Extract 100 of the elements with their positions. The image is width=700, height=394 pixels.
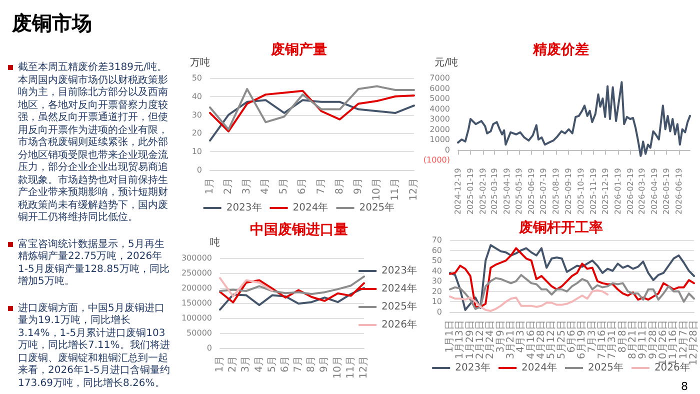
- x-tick-label: 5月12日: [546, 320, 558, 360]
- y-tick-label: 0: [444, 145, 450, 154]
- line-series: [219, 276, 365, 295]
- x-tick-label: 2026-04-19: [650, 168, 659, 214]
- y-tick-label: 7000: [430, 74, 450, 82]
- y-tick-label: 300000: [181, 254, 212, 262]
- x-tick-label: 5月: [266, 356, 278, 372]
- y-axis-title: 万吨: [190, 56, 210, 68]
- x-tick-label: 5月25日: [556, 320, 568, 360]
- x-tick-label: 9月11日: [638, 320, 649, 360]
- y-tick-label: 100000: [181, 314, 212, 322]
- legend-label: 2024年: [292, 202, 328, 214]
- x-tick-label: 11月: [345, 356, 356, 379]
- x-tick-label: 2025-11-19: [588, 168, 598, 214]
- x-tick-label: 12月: [358, 356, 370, 379]
- y-tick-label: 30: [432, 276, 442, 286]
- y-tick-label: 200000: [181, 284, 212, 292]
- chart-title: 中国废铜进口量: [250, 221, 348, 238]
- y-tick-label: 50: [192, 74, 202, 82]
- x-tick-label: 7月16日: [597, 320, 608, 360]
- x-tick-label: 2025-07-19: [539, 168, 548, 214]
- y-tick-label: 50000: [186, 328, 212, 338]
- y-tick-label: 3000: [430, 114, 450, 124]
- x-tick-label: 2025-10-19: [576, 168, 586, 214]
- x-tick-label: 6月: [280, 356, 291, 372]
- legend-label: 2023年: [382, 264, 418, 276]
- y-tick-label: 4000: [430, 104, 450, 114]
- y-tick-label: 50: [432, 256, 442, 266]
- y-tick-label: 70: [432, 236, 442, 244]
- y-tick-label: 40: [192, 92, 202, 101]
- x-tick-label: 6月: [297, 178, 308, 194]
- x-tick-label: 7月: [293, 356, 304, 372]
- line-series: [209, 99, 415, 142]
- legend-label: 2026年: [382, 318, 418, 330]
- y-tick-label: 60: [432, 246, 442, 255]
- line-series: [457, 81, 691, 157]
- x-tick-label: 8月: [334, 178, 346, 194]
- y-tick-label: 2000: [430, 124, 450, 134]
- x-tick-label: 1月29日: [464, 320, 476, 360]
- x-tick-label: 3月: [242, 178, 253, 194]
- y-tick-label: 1000: [430, 135, 450, 144]
- legend-label: 2023年: [455, 362, 491, 374]
- y-axis-title: 元/吨: [434, 56, 458, 68]
- text: 进口废铜方面，中国5月废铜进口量为19.1万吨，同比增长3.14%，1-5月累计进口废铜103万吨，同比增长7.11%。我们将进口废铜、废铜锭和粗铜汇总到一起来看，2026年1-5月进口含铜量约173.69万吨，同比增长8.26%。: [18, 302, 170, 390]
- x-tick-label: 4月3日: [516, 320, 527, 353]
- x-tick-label: 7月3日: [586, 320, 598, 353]
- x-tick-label: 2026-05-19: [662, 168, 672, 214]
- x-tick-label: 2025-06-19: [527, 168, 536, 214]
- x-tick-label: 2026-03-19: [637, 168, 646, 214]
- text: 富宝咨询统计数据显示，5月再生精炼铜产量22.75万吨，2026年1-5月废铜产量128.85万吨，同比增加5万吨。: [18, 238, 170, 288]
- x-tick-label: 1月13日: [454, 320, 466, 360]
- x-tick-label: 10月: [332, 356, 344, 379]
- y-tick-label: 5000: [430, 94, 450, 103]
- x-tick-label: 5月: [278, 178, 290, 194]
- x-tick-label: 8月8日: [617, 320, 628, 353]
- text: 截至本周五精废价差3189元/吨。本周国内废铜市场仍以财税政策影响为主，目前除北方部分以及西南地区，各地对反向开票督察力度较强，虽然反向开票通道打开，但使用反向开票作为进项的企业有限，市场含税废铜则延续紧张，此外部分地区销项受限也带来企业现金流压力，部分企业企业出现贸易商追款现象。市场趋势也对目前保持生产企业带来预期影响，预计短期财税政策尚未有缓解趋势下，国内废铜开工仍将维持同比低位。: [18, 62, 168, 223]
- legend-label: 2024年: [382, 282, 418, 294]
- x-tick-label: 2月24日: [485, 320, 496, 360]
- legend-label: 2025年: [382, 300, 418, 312]
- x-tick-label: 4月28日: [536, 320, 547, 360]
- x-tick-label: 9月: [319, 356, 330, 372]
- x-tick-label: 8月: [306, 356, 318, 372]
- y-tick-label: 20: [432, 286, 442, 296]
- x-tick-label: 2026-06-19: [674, 168, 684, 214]
- y-tick-label: 40: [432, 266, 442, 276]
- x-tick-label: 6月19日: [576, 320, 588, 360]
- x-tick-label: 8月21日: [628, 320, 638, 360]
- x-tick-label: 2025-08-19: [552, 168, 561, 214]
- x-tick-label: 2025-02-19: [478, 168, 488, 214]
- chart-title: 废铜杆开工率: [518, 219, 603, 236]
- line-series: [219, 277, 274, 298]
- x-tick-label: 2025-04-19: [502, 168, 512, 214]
- y-tick-label: 6000: [430, 84, 450, 93]
- x-tick-label: 12月: [408, 178, 420, 201]
- text: 8: [681, 380, 688, 393]
- line-series: [449, 289, 609, 312]
- x-tick-label: 2月: [223, 178, 234, 194]
- x-tick-label: 2025-12-19: [601, 168, 610, 214]
- legend-label: 2025年: [359, 202, 395, 214]
- x-tick-label: 10月: [371, 178, 382, 201]
- y-axis-title: 吨: [210, 236, 220, 248]
- y-tick-label: (1000): [423, 156, 450, 164]
- x-tick-label: 3月9日: [495, 320, 506, 353]
- x-tick-label: 12月28日: [688, 320, 700, 366]
- x-tick-label: 1月: [214, 356, 226, 372]
- y-tick-label: 0: [206, 344, 212, 352]
- chart-title: 精废价差: [532, 41, 589, 58]
- x-tick-label: 3月21日: [506, 320, 516, 360]
- x-tick-label: 7月31日: [607, 320, 618, 360]
- x-tick-label: 11月: [390, 178, 401, 201]
- line-series: [449, 274, 695, 310]
- x-tick-label: 2025-05-19: [514, 168, 524, 214]
- x-tick-label: 7月: [316, 178, 327, 194]
- legend-label: 2023年: [226, 202, 262, 214]
- chart-title: 废铜产量: [270, 41, 327, 58]
- text: 废铜市场: [12, 10, 92, 37]
- y-tick-label: 150000: [181, 298, 212, 308]
- x-tick-label: 2025-09-19: [564, 168, 574, 214]
- x-tick-label: 2025-01-19: [466, 168, 476, 214]
- x-tick-label: 9月28日: [648, 320, 659, 360]
